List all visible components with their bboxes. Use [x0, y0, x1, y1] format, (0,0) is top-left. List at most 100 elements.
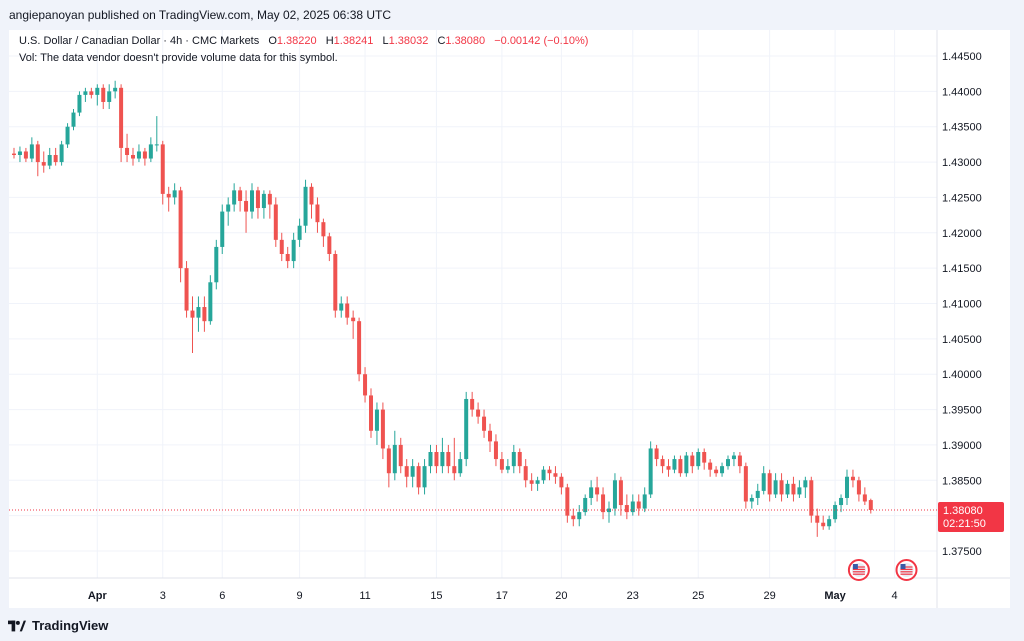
legend-high-value: 1.38241 — [334, 35, 374, 47]
candle-body — [369, 395, 373, 431]
candle-body — [416, 466, 421, 488]
candle — [41, 151, 46, 173]
last-price-value: 1.38080 — [943, 505, 983, 517]
time-tick-label: 9 — [297, 590, 303, 602]
candle — [321, 218, 326, 247]
price-tick-label: 1.44000 — [942, 86, 982, 98]
candle-body — [571, 515, 576, 520]
candles — [12, 80, 873, 537]
candle — [23, 147, 28, 163]
candle — [434, 444, 439, 474]
chart-panel[interactable]: 1.44500 1.44000 1.43500 1.43000 1.42500 1.420… — [9, 30, 1010, 608]
candle-body — [29, 144, 34, 159]
candle — [255, 186, 260, 219]
candle-body — [101, 87, 106, 102]
candle — [131, 147, 135, 166]
candle-body — [380, 409, 385, 449]
candle-body — [726, 459, 730, 467]
candle-body — [773, 480, 778, 495]
candle-body — [136, 151, 141, 159]
candle — [208, 275, 213, 325]
candle-body — [297, 225, 302, 240]
time-tick-label: 6 — [219, 590, 225, 602]
candle — [279, 232, 284, 262]
candle — [148, 137, 153, 163]
candle-body — [125, 147, 130, 155]
candle — [601, 487, 606, 520]
candle — [202, 296, 207, 332]
bar-countdown: 02:21:50 — [943, 518, 986, 530]
candle — [369, 388, 373, 438]
us-flag-event-icon[interactable] — [895, 559, 918, 581]
candle-body — [333, 254, 338, 311]
candle-body — [226, 204, 231, 212]
candle-body — [374, 409, 379, 431]
candle — [261, 190, 266, 219]
candle-body — [107, 91, 112, 102]
candle — [499, 452, 504, 474]
candle — [267, 190, 272, 219]
candle — [464, 391, 469, 467]
time-tick-label: 20 — [555, 590, 567, 602]
candle-body — [351, 317, 356, 322]
candle-body — [160, 144, 165, 194]
candle-body — [232, 190, 237, 205]
candle-body — [172, 190, 177, 198]
candle — [309, 183, 314, 219]
candle-body — [684, 455, 689, 474]
time-tick-label: 15 — [430, 590, 442, 602]
candle-body — [428, 452, 433, 467]
candle — [821, 515, 826, 530]
candle — [59, 140, 64, 166]
candle — [357, 317, 362, 382]
candle-body — [488, 430, 492, 442]
candle-body — [767, 473, 772, 495]
candle-body — [743, 466, 748, 502]
tradingview-logo-icon — [8, 620, 26, 631]
candle — [333, 250, 338, 318]
tradingview-logo[interactable]: TradingView — [8, 618, 108, 633]
candle-body — [815, 515, 820, 523]
us-flag-event-icon[interactable] — [847, 559, 870, 581]
candle-body — [856, 480, 861, 495]
candle-body — [65, 126, 70, 145]
candle — [773, 473, 778, 498]
event-markers[interactable] — [847, 559, 918, 581]
svg-text:U.S. Dollar / Canadian Dollar: U.S. Dollar / Canadian Dollar · 4h · CMC… — [19, 35, 588, 47]
candle-body — [95, 87, 100, 95]
candle — [827, 515, 832, 530]
candle — [624, 494, 629, 520]
time-axis[interactable]: Apr 3 6 9 11 15 17 20 23 25 29 May 4 — [88, 590, 898, 602]
candle — [654, 444, 659, 467]
price-tick-label: 1.42500 — [942, 192, 982, 204]
candle — [160, 140, 165, 205]
candle — [285, 246, 290, 269]
candle-body — [398, 444, 403, 467]
candle — [232, 183, 237, 212]
candle-body — [220, 211, 225, 247]
candle — [726, 455, 730, 470]
candle — [113, 80, 118, 99]
candlestick-chart[interactable]: 1.44500 1.44000 1.43500 1.43000 1.42500 1.420… — [9, 30, 1010, 608]
candle-body — [119, 87, 124, 148]
candle — [380, 402, 385, 460]
legend-change: −0.00142 (−0.10%) — [494, 35, 588, 47]
candle — [850, 469, 855, 488]
candle-body — [714, 469, 719, 474]
candle-body — [666, 466, 671, 470]
candle-body — [255, 190, 260, 209]
candle-body — [476, 409, 481, 417]
time-tick-label: 25 — [692, 590, 704, 602]
candle-body — [131, 155, 135, 159]
candle-body — [797, 487, 802, 495]
candle — [482, 409, 487, 438]
candle-body — [755, 490, 760, 498]
candle — [238, 186, 243, 212]
candle — [702, 448, 707, 470]
candle-body — [267, 193, 272, 205]
candle — [226, 197, 231, 226]
candle — [291, 232, 296, 269]
candle — [315, 197, 320, 233]
candle — [815, 508, 820, 537]
price-axis[interactable]: 1.44500 1.44000 1.43500 1.43000 1.42500 1.420… — [942, 51, 982, 558]
